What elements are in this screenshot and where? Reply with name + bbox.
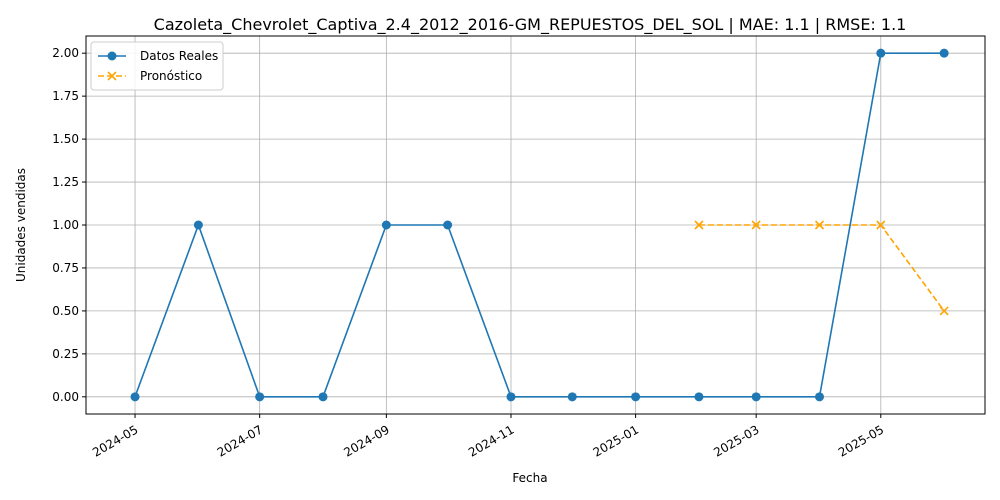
- y-tick-label: 1.75: [52, 89, 79, 103]
- y-tick-label: 2.00: [52, 46, 79, 60]
- x-tick-label: 2025-01: [591, 422, 641, 459]
- x-axis-label: Fecha: [512, 471, 547, 485]
- y-tick-label: 0.25: [52, 347, 79, 361]
- x-tick-label: 2024-09: [341, 422, 391, 459]
- data-point-pronostico: [814, 220, 825, 230]
- y-axis-label: Unidades vendidas: [14, 168, 28, 282]
- legend-marker-datos-reales: [107, 51, 117, 61]
- x-tick-label: 2024-05: [90, 422, 140, 459]
- legend: Datos Reales Pronóstico: [90, 41, 224, 91]
- x-tick-label: 2024-07: [215, 422, 265, 459]
- y-tick-label: 1.25: [52, 175, 79, 189]
- data-point-datos-reales: [255, 392, 265, 402]
- chart-title: Cazoleta_Chevrolet_Captiva_2.4_2012_2016…: [154, 15, 907, 35]
- legend-label-datos-reales: Datos Reales: [140, 49, 218, 63]
- x-axis: 2024-05 2024-07 2024-09 2024-11 2025-01 2025-…: [90, 414, 886, 460]
- legend-marker-pronostico: [107, 71, 117, 81]
- data-point-datos-reales: [567, 392, 577, 402]
- series-layer: [130, 48, 949, 402]
- y-tick-label: 1.50: [52, 132, 79, 146]
- data-point-pronostico: [939, 306, 949, 316]
- data-point-datos-reales: [939, 48, 949, 58]
- y-tick-label: 0.50: [52, 304, 79, 318]
- data-point-datos-reales: [631, 392, 641, 402]
- data-point-datos-reales: [751, 392, 761, 402]
- data-point-datos-reales: [694, 392, 704, 402]
- legend-label-pronostico: Pronóstico: [140, 69, 202, 83]
- data-point-datos-reales: [876, 48, 886, 58]
- y-tick-label: 0.00: [52, 390, 79, 404]
- data-point-datos-reales: [506, 392, 516, 402]
- legend-marker-symbol-pronostico: [107, 71, 117, 81]
- series-line-datos-reales: [134, 52, 945, 398]
- y-axis: 0.00 0.25 0.50 0.75 1.00 1.25 1.50 1.75 2.00: [52, 46, 86, 404]
- data-point-datos-reales: [193, 220, 203, 230]
- data-point-datos-reales: [318, 392, 328, 402]
- data-point-pronostico: [694, 220, 704, 230]
- data-point-datos-reales: [381, 220, 391, 230]
- grid: [86, 36, 985, 414]
- legend-marker-symbol-datos-reales: [107, 51, 117, 61]
- data-point-datos-reales: [130, 392, 140, 402]
- data-point-pronostico: [751, 220, 761, 230]
- x-tick-label: 2025-03: [711, 422, 761, 459]
- data-point-datos-reales: [815, 392, 825, 402]
- data-point-datos-reales: [443, 220, 453, 230]
- data-point-pronostico: [876, 220, 886, 230]
- y-tick-label: 0.75: [52, 261, 79, 275]
- y-tick-label: 1.00: [52, 218, 79, 232]
- legend-box: [90, 41, 224, 91]
- x-tick-label: 2024-11: [466, 422, 516, 459]
- x-tick-label: 2025-05: [836, 422, 886, 459]
